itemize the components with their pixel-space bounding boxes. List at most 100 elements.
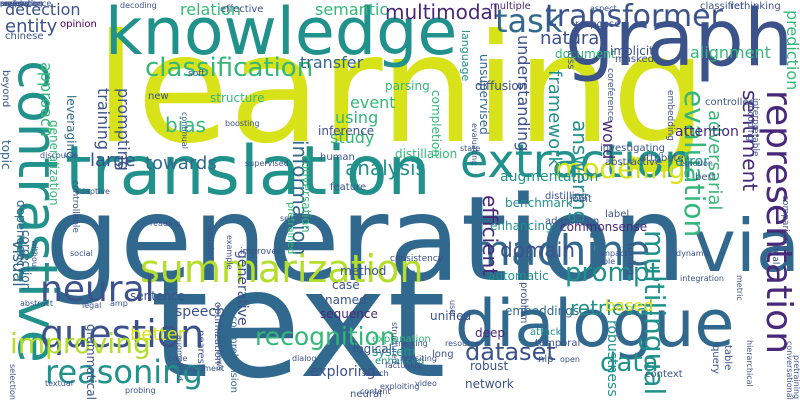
- cloud-word: translation: [65, 132, 431, 211]
- cloud-word: entity: [5, 16, 58, 37]
- cloud-word: natural: [540, 28, 605, 49]
- cloud-word: effective: [220, 4, 264, 15]
- cloud-word: dependency: [14, 200, 28, 274]
- cloud-word: dialogue: [455, 287, 735, 362]
- cloud-word: prediction: [783, 10, 800, 91]
- cloud-word: method: [340, 264, 387, 278]
- cloud-word: support: [0, 0, 31, 8]
- cloud-word: robust: [470, 359, 509, 373]
- cloud-word: human: [320, 152, 355, 163]
- cloud-word: sentiment: [738, 90, 762, 192]
- cloud-word: large: [90, 150, 136, 171]
- cloud-word: augmentation: [500, 169, 599, 185]
- cloud-word: conversation: [299, 155, 313, 233]
- cloud-word: probing: [125, 386, 156, 395]
- cloud-word: impact: [600, 249, 628, 258]
- cloud-word: dual: [770, 245, 780, 265]
- cloud-word: joint: [570, 194, 592, 205]
- cloud-word: table: [722, 345, 733, 371]
- cloud-word: attribute: [640, 153, 684, 164]
- cloud-word: role: [600, 257, 616, 266]
- cloud-word: exploiting: [380, 382, 420, 391]
- cloud-word: state: [460, 144, 481, 153]
- cloud-word: network: [465, 377, 514, 391]
- cloud-word: adversarial: [704, 110, 725, 211]
- cloud-word: attack: [530, 327, 562, 338]
- cloud-word: neural: [40, 269, 155, 310]
- cloud-word: hierarchical: [745, 340, 754, 387]
- cloud-word: rethinking: [730, 1, 781, 12]
- cloud-word: unified: [430, 309, 472, 323]
- cloud-word: pretrained: [285, 202, 296, 255]
- cloud-word: sequence: [320, 307, 378, 321]
- cloud-word: machine: [470, 226, 651, 275]
- cloud-word: information: [288, 140, 312, 256]
- cloud-word: domain: [500, 238, 575, 262]
- cloud-word: revisiting: [400, 354, 437, 363]
- cloud-word: prompting: [114, 88, 133, 171]
- cloud-word: set: [280, 214, 293, 223]
- cloud-word: open: [560, 355, 580, 364]
- cloud-word: loss: [565, 50, 576, 70]
- cloud-word: classification: [145, 53, 314, 83]
- cloud-word: metric: [735, 275, 744, 301]
- cloud-word: enhancing: [490, 219, 553, 233]
- cloud-word: named: [325, 293, 367, 307]
- cloud-word: distilling: [545, 191, 588, 202]
- cloud-word: learning: [95, 3, 707, 177]
- cloud-word: embeddings: [505, 304, 580, 318]
- cloud-word: comprehension: [228, 316, 239, 394]
- cloud-word: detection: [5, 0, 81, 19]
- cloud-word: user: [448, 300, 457, 318]
- cloud-word: using: [335, 108, 379, 127]
- cloud-word: error: [675, 154, 709, 170]
- cloud-word: prompt: [565, 258, 660, 288]
- cloud-word: legal: [82, 301, 102, 310]
- cloud-word: alignment: [690, 43, 771, 62]
- cloud-word: grammatical: [84, 324, 98, 400]
- cloud-word: textual: [45, 379, 73, 388]
- cloud-word: representation: [758, 90, 799, 355]
- cloud-word: training: [94, 88, 113, 150]
- cloud-word: interpretable: [750, 98, 760, 157]
- cloud-word: answering: [568, 120, 592, 224]
- cloud-word: bias: [165, 113, 206, 137]
- cloud-word: tracking: [395, 339, 428, 348]
- cloud-word: controllable: [70, 180, 80, 233]
- cloud-word: dynamic: [676, 249, 711, 258]
- cloud-word: factuality: [385, 361, 423, 370]
- cloud-word: graph: [565, 0, 794, 84]
- cloud-word: question: [40, 312, 205, 356]
- cloud-word: problem: [518, 282, 529, 324]
- cloud-word: annotation: [0, 0, 44, 8]
- cloud-word: evaluation: [678, 90, 711, 238]
- cloud-word: soft: [188, 69, 205, 79]
- cloud-word: feature: [330, 182, 367, 193]
- cloud-word: via: [693, 204, 800, 288]
- cloud-word: summarization: [140, 247, 424, 291]
- cloud-word: chinese: [5, 31, 44, 42]
- cloud-word: understanding: [514, 35, 533, 152]
- cloud-word: language: [459, 30, 472, 82]
- cloud-word: new: [148, 91, 169, 102]
- cloud-word: retrieval: [570, 296, 654, 320]
- cloud-word: correction: [19, 230, 33, 291]
- cloud-word: argument: [185, 364, 225, 373]
- cloud-word: resource: [445, 339, 480, 348]
- cloud-word: discourse: [40, 151, 79, 160]
- cloud-word: diffusion: [475, 79, 527, 93]
- cloud-word: video: [415, 379, 437, 388]
- cloud-word: visual: [9, 240, 28, 287]
- cloud-word: coreference: [605, 68, 615, 122]
- cloud-word: structure: [210, 91, 265, 105]
- cloud-word: towards: [145, 153, 217, 174]
- cloud-word: abstract: [20, 299, 54, 308]
- cloud-word: commonsense: [560, 220, 648, 234]
- cloud-word: word: [599, 120, 618, 160]
- cloud-word: decoding: [120, 1, 157, 10]
- cloud-word: controlled: [705, 97, 755, 108]
- cloud-word: selection: [8, 364, 17, 400]
- cloud-word: multimodal: [385, 0, 499, 24]
- cloud-word: investigating: [600, 143, 665, 154]
- cloud-word: deep: [475, 326, 505, 340]
